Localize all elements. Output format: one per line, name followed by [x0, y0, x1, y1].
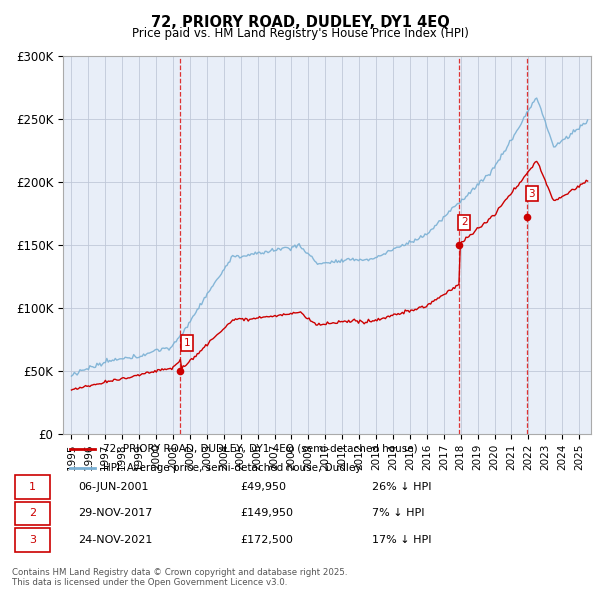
Text: 3: 3: [29, 535, 36, 545]
Text: 26% ↓ HPI: 26% ↓ HPI: [372, 482, 431, 491]
Text: 2: 2: [29, 509, 36, 518]
Text: 7% ↓ HPI: 7% ↓ HPI: [372, 509, 425, 518]
Text: £149,950: £149,950: [240, 509, 293, 518]
Text: 3: 3: [529, 189, 535, 199]
Text: 29-NOV-2017: 29-NOV-2017: [78, 509, 152, 518]
Text: Price paid vs. HM Land Registry's House Price Index (HPI): Price paid vs. HM Land Registry's House …: [131, 27, 469, 40]
Text: 17% ↓ HPI: 17% ↓ HPI: [372, 535, 431, 545]
Text: 24-NOV-2021: 24-NOV-2021: [78, 535, 152, 545]
Text: 2: 2: [461, 217, 467, 227]
Text: Contains HM Land Registry data © Crown copyright and database right 2025.
This d: Contains HM Land Registry data © Crown c…: [12, 568, 347, 587]
Text: 06-JUN-2001: 06-JUN-2001: [78, 482, 149, 491]
Text: £49,950: £49,950: [240, 482, 286, 491]
Text: £172,500: £172,500: [240, 535, 293, 545]
Text: 72, PRIORY ROAD, DUDLEY, DY1 4EQ (semi-detached house): 72, PRIORY ROAD, DUDLEY, DY1 4EQ (semi-d…: [103, 444, 417, 454]
Text: 1: 1: [184, 338, 191, 348]
Text: HPI: Average price, semi-detached house, Dudley: HPI: Average price, semi-detached house,…: [103, 464, 361, 473]
Text: 72, PRIORY ROAD, DUDLEY, DY1 4EQ: 72, PRIORY ROAD, DUDLEY, DY1 4EQ: [151, 15, 449, 30]
Text: 1: 1: [29, 482, 36, 491]
